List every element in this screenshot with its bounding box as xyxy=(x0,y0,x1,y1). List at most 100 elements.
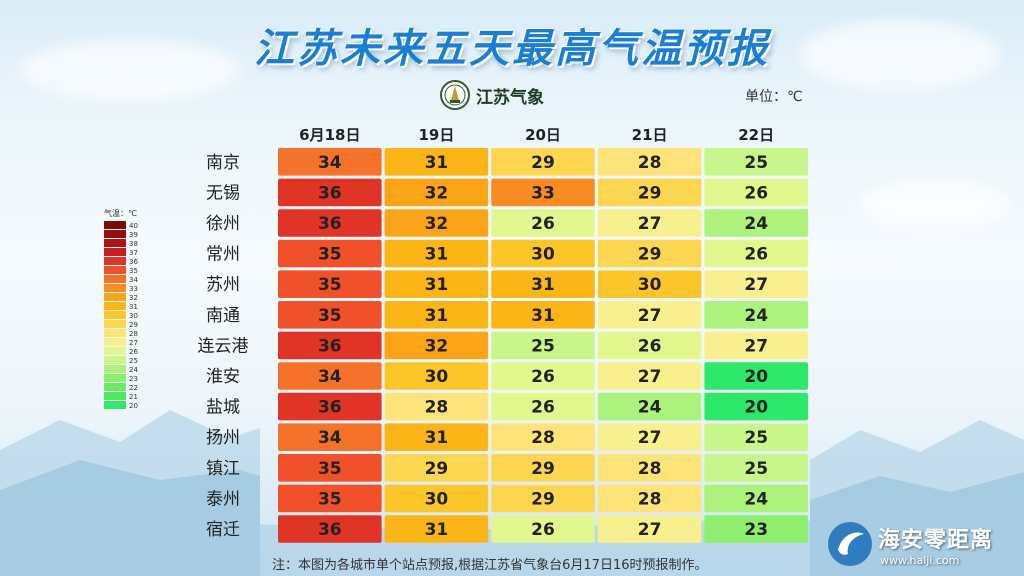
temperature-value: 34 xyxy=(318,367,342,387)
temperature-value: 24 xyxy=(744,214,768,234)
legend-row: 29 xyxy=(104,320,138,329)
watermark-logo-icon xyxy=(828,522,872,566)
temperature-value: 31 xyxy=(425,245,449,265)
legend-row: 33 xyxy=(104,284,138,293)
legend-label: 29 xyxy=(129,320,138,329)
temperature-value: 35 xyxy=(318,306,342,326)
temperature-cell xyxy=(384,454,489,482)
temperature-value: 27 xyxy=(638,367,662,387)
temperature-value: 31 xyxy=(425,520,449,540)
column-header: 21日 xyxy=(632,126,668,144)
legend-label: 23 xyxy=(129,374,138,383)
temperature-value: 25 xyxy=(744,459,768,479)
legend-label: 33 xyxy=(129,284,138,293)
column-header: 20日 xyxy=(525,126,561,144)
temperature-value: 27 xyxy=(638,214,662,234)
legend-row: 30 xyxy=(104,311,138,320)
column-header: 19日 xyxy=(418,126,454,144)
legend-row: 38 xyxy=(104,239,138,248)
legend-label: 36 xyxy=(129,257,138,266)
legend-swatch xyxy=(104,329,126,337)
temperature-value: 20 xyxy=(744,367,768,387)
legend-row: 35 xyxy=(104,266,138,275)
column-header: 22日 xyxy=(738,126,774,144)
legend-swatch xyxy=(104,284,126,292)
legend-swatch xyxy=(104,293,126,301)
background-cloud xyxy=(800,20,1000,90)
legend-swatch xyxy=(104,311,126,319)
temperature-value: 31 xyxy=(425,306,449,326)
temperature-value: 27 xyxy=(638,306,662,326)
temperature-legend: 气温：℃ 40 39 38 37 36 35 34 33 32 31 30 29 28 27 26 25 24 2… xyxy=(104,208,138,410)
temperature-cell xyxy=(597,301,702,329)
temperature-cell xyxy=(384,515,489,543)
temperature-value: 36 xyxy=(318,336,342,356)
legend-row: 26 xyxy=(104,347,138,356)
temperature-cell xyxy=(278,454,382,482)
temperature-value: 33 xyxy=(531,183,555,203)
temperature-cell xyxy=(597,178,702,207)
temperature-value: 36 xyxy=(318,520,342,540)
watermark-url: www.halji.com xyxy=(880,553,960,567)
city-label: 苏州 xyxy=(206,275,240,295)
legend-label: 39 xyxy=(129,230,138,239)
legend-row: 21 xyxy=(104,392,138,401)
legend-swatch xyxy=(104,338,126,346)
temperature-value: 28 xyxy=(638,489,662,509)
legend-label: 20 xyxy=(129,401,138,410)
temperature-cell xyxy=(384,484,489,513)
legend-label: 21 xyxy=(129,392,138,401)
temperature-value: 35 xyxy=(318,489,342,509)
temperature-value: 27 xyxy=(638,520,662,540)
temperature-cell xyxy=(491,515,595,543)
temperature-cell xyxy=(597,423,702,451)
temperature-value: 31 xyxy=(425,428,449,448)
temperature-value: 27 xyxy=(744,275,768,295)
temperature-value: 29 xyxy=(531,459,555,479)
temperature-value: 32 xyxy=(425,214,449,234)
city-label: 扬州 xyxy=(206,428,240,448)
legend-row: 20 xyxy=(104,401,138,410)
brand: 江苏气象 xyxy=(440,78,544,112)
temperature-cell xyxy=(704,178,808,207)
temperature-value: 28 xyxy=(638,459,662,479)
temperature-cell xyxy=(704,239,808,268)
legend-label: 35 xyxy=(129,266,138,275)
temperature-value: 23 xyxy=(744,520,768,540)
legend-label: 38 xyxy=(129,239,138,248)
legend-row: 31 xyxy=(104,302,138,311)
legend-swatch xyxy=(104,320,126,328)
temperature-cell xyxy=(491,423,595,451)
temperature-cell xyxy=(704,423,808,451)
temperature-value: 28 xyxy=(425,398,449,418)
temperature-value: 35 xyxy=(318,459,342,479)
temperature-cell xyxy=(704,209,808,237)
temperature-value: 27 xyxy=(744,336,768,356)
temperature-cell xyxy=(491,301,595,329)
temperature-cell xyxy=(704,301,808,329)
legend-label: 32 xyxy=(129,293,138,302)
legend-swatch xyxy=(104,221,126,229)
temperature-cell xyxy=(384,148,489,176)
temperature-value: 26 xyxy=(531,398,555,418)
footnote: 注：本图为各城市单个站点预报,根据江苏省气象台6月17日16时预报制作。 xyxy=(272,558,708,573)
temperature-value: 28 xyxy=(531,428,555,448)
temperature-cell xyxy=(491,484,595,513)
temperature-cell xyxy=(278,178,382,207)
unit-label: 单位：℃ xyxy=(745,89,803,105)
temperature-value: 29 xyxy=(638,245,662,265)
temperature-value: 26 xyxy=(531,367,555,387)
temperature-cell xyxy=(491,331,595,360)
temperature-value: 30 xyxy=(425,367,449,387)
legend-swatch xyxy=(104,356,126,364)
temperature-cell xyxy=(597,239,702,268)
temperature-value: 29 xyxy=(531,153,555,173)
legend-scale: 40 39 38 37 36 35 34 33 32 31 30 29 28 27 26 25 24 23 22 21… xyxy=(104,221,138,410)
temperature-cell xyxy=(597,270,702,298)
temperature-cell xyxy=(384,331,489,360)
temperature-cell xyxy=(704,392,808,421)
weather-logo-icon xyxy=(440,80,470,110)
temperature-cell xyxy=(704,454,808,482)
temperature-cell xyxy=(384,301,489,329)
temperature-cell xyxy=(278,148,382,176)
